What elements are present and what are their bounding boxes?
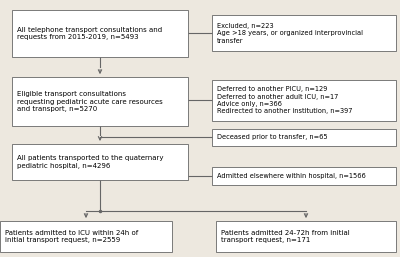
Text: Eligible transport consultations
requesting pediatric acute care resources
and t: Eligible transport consultations request… bbox=[17, 91, 162, 112]
Text: All telephone transport consultations and
requests from 2015-2019, n=5493: All telephone transport consultations an… bbox=[17, 27, 162, 40]
FancyBboxPatch shape bbox=[212, 167, 396, 185]
Text: Admitted elsewhere within hospital, n=1566: Admitted elsewhere within hospital, n=15… bbox=[217, 173, 366, 179]
Text: Deferred to another PICU, n=129
Deferred to another adult ICU, n=17
Advice only,: Deferred to another PICU, n=129 Deferred… bbox=[217, 86, 352, 114]
FancyBboxPatch shape bbox=[12, 77, 188, 126]
Text: Deceased prior to transfer, n=65: Deceased prior to transfer, n=65 bbox=[217, 134, 328, 141]
FancyBboxPatch shape bbox=[212, 128, 396, 146]
FancyBboxPatch shape bbox=[12, 10, 188, 57]
Text: Patients admitted 24-72h from initial
transport request, n=171: Patients admitted 24-72h from initial tr… bbox=[221, 230, 350, 243]
FancyBboxPatch shape bbox=[0, 221, 172, 252]
FancyBboxPatch shape bbox=[212, 80, 396, 121]
FancyBboxPatch shape bbox=[212, 15, 396, 51]
FancyBboxPatch shape bbox=[216, 221, 396, 252]
Text: All patients transported to the quaternary
pediatric hospital, n=4296: All patients transported to the quaterna… bbox=[17, 155, 163, 169]
FancyBboxPatch shape bbox=[12, 144, 188, 180]
Text: Patients admitted to ICU within 24h of
initial transport request, n=2559: Patients admitted to ICU within 24h of i… bbox=[5, 230, 138, 243]
Text: Excluded, n=223
Age >18 years, or organized interprovincial
transfer: Excluded, n=223 Age >18 years, or organi… bbox=[217, 23, 363, 44]
